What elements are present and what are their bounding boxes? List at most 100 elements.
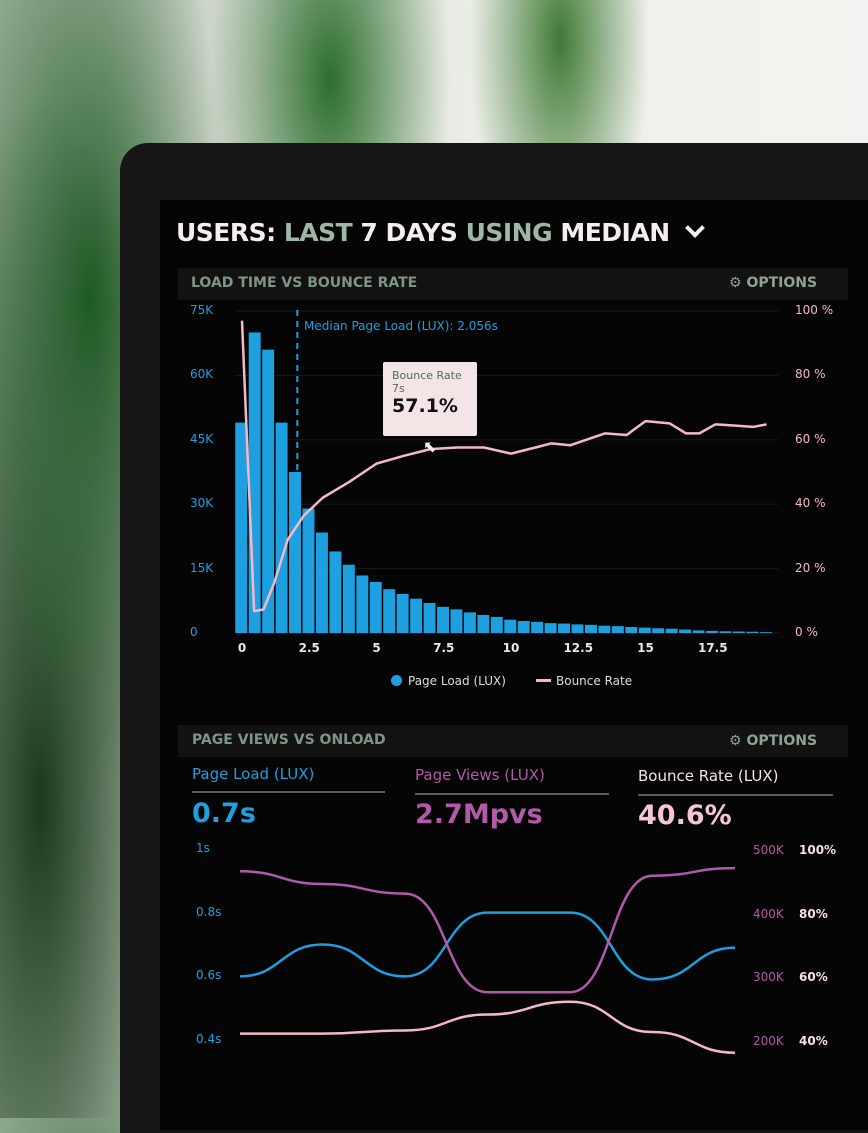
y-right-bounce-tick: 100% bbox=[799, 843, 837, 857]
bar bbox=[571, 624, 584, 633]
bar bbox=[665, 628, 678, 633]
bar bbox=[544, 623, 557, 633]
bar bbox=[423, 602, 436, 633]
y-left-tick: 0.6s bbox=[196, 968, 222, 983]
bar bbox=[638, 627, 651, 633]
panel-title-page-views: PAGE VIEWS VS ONLOAD bbox=[192, 732, 386, 748]
options-button[interactable]: ⚙ OPTIONS bbox=[729, 275, 817, 291]
bar bbox=[235, 422, 248, 633]
title-7-days: 7 DAYS bbox=[360, 218, 458, 247]
panel-title-load-time: LOAD TIME VS BOUNCE RATE bbox=[191, 275, 418, 291]
bar bbox=[706, 630, 718, 633]
bar bbox=[746, 631, 759, 633]
y-left-tick: 75K bbox=[190, 303, 214, 317]
y-left-tick: 0.4s bbox=[196, 1032, 222, 1046]
title-using: USING bbox=[465, 218, 553, 247]
bar bbox=[302, 508, 315, 633]
bar bbox=[329, 551, 342, 633]
bar bbox=[652, 628, 665, 633]
gear-icon: ⚙ bbox=[729, 733, 742, 749]
bar bbox=[611, 626, 624, 633]
bar bbox=[383, 589, 396, 633]
bar bbox=[679, 629, 692, 633]
y-right-bounce-tick: 40% bbox=[799, 1034, 828, 1048]
y-left-tick: 60K bbox=[190, 367, 214, 382]
median-annotation: Median Page Load (LUX): 2.056s bbox=[304, 319, 498, 333]
bar bbox=[692, 630, 705, 633]
page-load-line bbox=[239, 911, 736, 981]
bounce-rate-line bbox=[240, 1000, 736, 1054]
divider bbox=[638, 794, 833, 796]
y-right-tick: 0 % bbox=[795, 625, 818, 639]
bar bbox=[477, 614, 490, 633]
options-button-2[interactable]: ⚙ OPTIONS bbox=[729, 733, 817, 749]
y-left-tick: 0.8s bbox=[196, 904, 222, 919]
y-right-views-tick: 300K bbox=[753, 970, 784, 985]
x-tick: 5 bbox=[372, 641, 381, 655]
bar bbox=[315, 532, 328, 633]
page-views-line bbox=[239, 866, 736, 994]
y-right-tick: 20 % bbox=[795, 560, 826, 575]
tooltip-series: Bounce Rate bbox=[392, 369, 462, 382]
y-right-views-tick: 500K bbox=[753, 843, 784, 857]
y-left-tick: 45K bbox=[190, 431, 214, 446]
dashboard-title[interactable]: USERS: LAST 7 DAYS USING MEDIAN bbox=[176, 218, 705, 247]
tooltip: Bounce Rate 7s 57.1% bbox=[383, 362, 477, 436]
gear-icon: ⚙ bbox=[729, 275, 742, 291]
legend-label: Page Load (LUX) bbox=[408, 674, 506, 688]
x-tick: 2.5 bbox=[298, 641, 320, 655]
tooltip-x: 7s bbox=[392, 382, 405, 395]
kpi-value-page-views: 2.7Mpvs bbox=[415, 799, 543, 830]
y-right-tick: 40 % bbox=[795, 496, 826, 511]
kpi-value-page-load: 0.7s bbox=[192, 798, 256, 829]
legend-page-load[interactable]: Page Load (LUX) bbox=[391, 674, 506, 688]
kpi-label-page-views: Page Views (LUX) bbox=[415, 766, 545, 784]
bar bbox=[396, 593, 409, 633]
panel-header-load-time bbox=[178, 268, 848, 300]
bar bbox=[517, 620, 530, 633]
title-last: LAST bbox=[283, 218, 353, 247]
kpi-label-page-load: Page Load (LUX) bbox=[192, 765, 315, 783]
bar bbox=[369, 581, 382, 633]
y-right-views-tick: 400K bbox=[753, 906, 784, 921]
y-right-views-tick: 200K bbox=[753, 1034, 784, 1048]
bar bbox=[410, 598, 423, 633]
bounce-rate-line bbox=[240, 320, 767, 613]
panel-header-page-views bbox=[178, 725, 848, 757]
y-left-tick: 15K bbox=[190, 560, 214, 575]
title-users: USERS: bbox=[176, 218, 276, 247]
y-left-tick: 1s bbox=[196, 841, 210, 855]
bar bbox=[531, 621, 544, 633]
bar bbox=[248, 332, 261, 633]
dashboard-screen bbox=[160, 200, 868, 1130]
cursor-icon: ⬉ bbox=[423, 437, 437, 456]
bar bbox=[356, 575, 369, 633]
bar bbox=[625, 626, 638, 633]
bar bbox=[759, 632, 772, 633]
bar bbox=[289, 472, 302, 633]
bar bbox=[558, 623, 571, 633]
bar bbox=[342, 564, 355, 633]
y-right-bounce-tick: 80% bbox=[799, 906, 828, 921]
y-right-bounce-tick: 60% bbox=[799, 970, 828, 985]
bar bbox=[732, 631, 745, 633]
x-tick: 7.5 bbox=[433, 641, 455, 655]
legend-label: Bounce Rate bbox=[556, 674, 633, 688]
kpi-value-bounce-rate: 40.6% bbox=[638, 800, 732, 831]
y-left-tick: 0 bbox=[190, 625, 198, 639]
x-tick: 12.5 bbox=[563, 641, 594, 655]
y-right-tick: 60 % bbox=[795, 431, 826, 446]
x-tick: 15 bbox=[637, 641, 654, 655]
bar bbox=[437, 606, 449, 633]
title-median[interactable]: MEDIAN bbox=[560, 218, 670, 247]
divider bbox=[415, 793, 609, 795]
bar bbox=[719, 631, 732, 633]
bar bbox=[490, 616, 503, 633]
legend-bounce-rate[interactable]: Bounce Rate bbox=[536, 674, 632, 688]
y-right-tick: 100 % bbox=[795, 303, 834, 317]
bar bbox=[275, 422, 288, 633]
y-right-tick: 80 % bbox=[795, 367, 826, 382]
line-icon bbox=[536, 679, 551, 682]
x-tick: 0 bbox=[237, 641, 247, 655]
